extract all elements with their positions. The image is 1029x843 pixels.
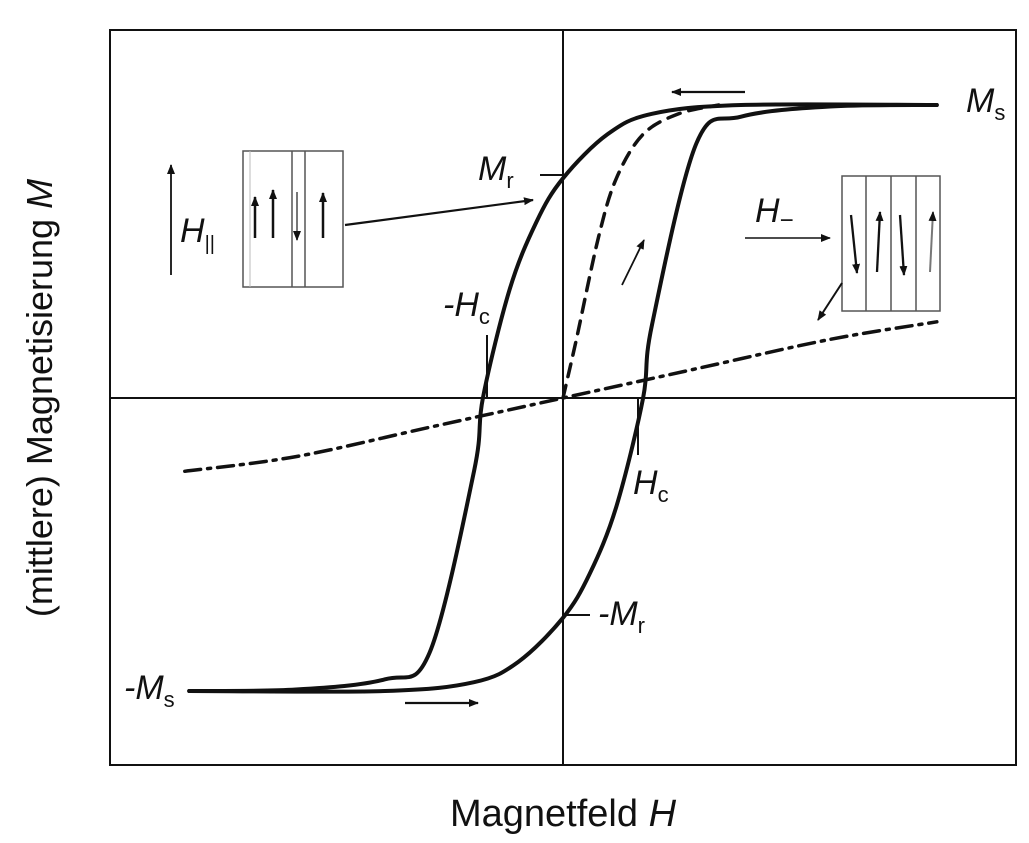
domain-down-arrow-icon — [898, 214, 908, 276]
label-hc: Hc — [633, 464, 669, 507]
x-axis-title: Magnetfeld H — [450, 793, 677, 835]
inset-antiparallel-domains — [745, 175, 941, 321]
label-h-minus: H− — [755, 192, 794, 234]
label-ms: Ms — [966, 82, 1005, 125]
label-neg-hc: -Hc — [443, 286, 490, 329]
initial-magnetization-curve — [561, 103, 721, 400]
dashed-curve-arrow — [621, 239, 645, 286]
y-axis-title: (mittlere) Magnetisierung M — [19, 179, 60, 617]
ascending-branch-curve — [187, 103, 939, 694]
domain-down-arrow-icon — [849, 214, 861, 274]
inset-parallel-domains — [167, 150, 534, 288]
curves — [183, 102, 939, 694]
inset-pointer-arrow — [817, 282, 843, 321]
domain-up-arrow-icon — [875, 211, 884, 273]
label-neg-mr: -Mr — [598, 595, 645, 638]
inset-pointer-arrow — [344, 197, 534, 227]
domain-up-arrow-icon — [928, 211, 937, 273]
hard-axis-curve — [183, 320, 939, 474]
label-neg-ms: -Ms — [124, 669, 175, 712]
label-mr: Mr — [478, 150, 514, 193]
label-h-parallel: H|| — [180, 212, 215, 255]
descending-branch-curve — [187, 102, 939, 693]
